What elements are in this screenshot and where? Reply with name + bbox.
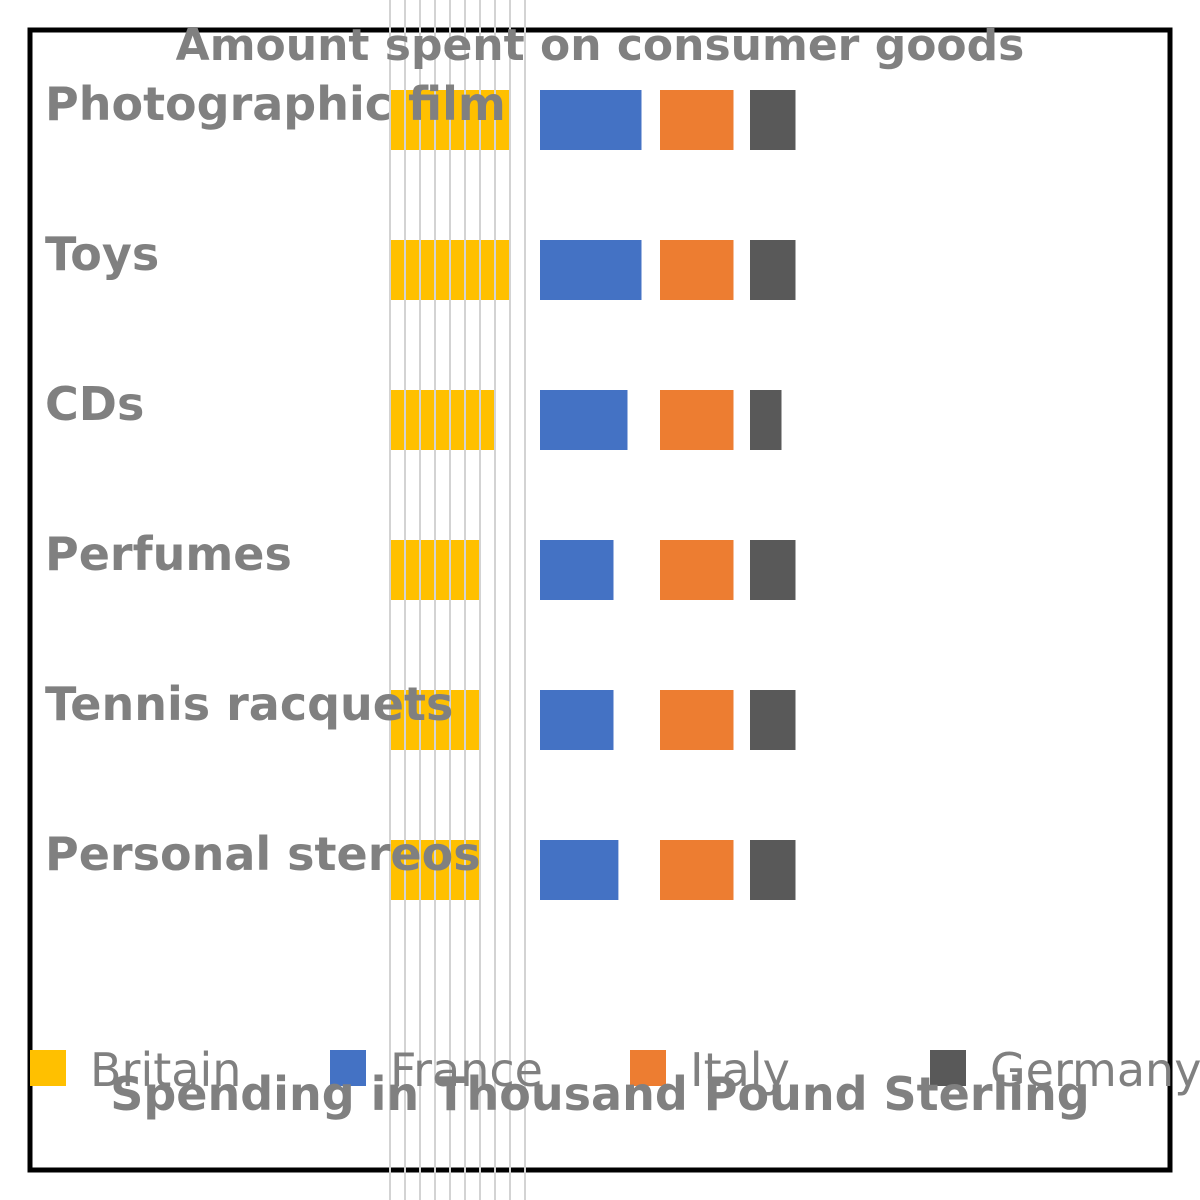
legend-swatch-france bbox=[330, 1050, 366, 1086]
bar-italy-5 bbox=[660, 690, 734, 750]
bar-italy-2 bbox=[660, 240, 734, 300]
category-label: CDs bbox=[45, 377, 144, 431]
gridlines bbox=[389, 0, 526, 1200]
legend: Britain France Italy Germany bbox=[30, 1043, 1200, 1097]
category-labels: Photographic film Toys CDs Perfumes Tennis r… bbox=[45, 77, 506, 881]
x-axis-label: Spending in Thousand Pound Sterling bbox=[110, 1067, 1089, 1121]
bar-italy-4 bbox=[660, 540, 734, 600]
category-label: Tennis racquets bbox=[45, 677, 453, 731]
bar-italy-6 bbox=[660, 840, 734, 900]
bar-britain-3 bbox=[390, 390, 495, 450]
bar-italy-3 bbox=[660, 390, 734, 450]
legend-label-germany: Germany bbox=[990, 1043, 1200, 1097]
category-label: Photographic film bbox=[45, 77, 506, 131]
legend-label-britain: Britain bbox=[90, 1043, 241, 1097]
category-label: Toys bbox=[45, 227, 159, 281]
bar-germany-1 bbox=[750, 90, 796, 150]
legend-label-france: France bbox=[390, 1043, 543, 1097]
bar-italy-1 bbox=[660, 90, 734, 150]
bar-france-2 bbox=[540, 240, 642, 300]
bar-france-4 bbox=[540, 540, 614, 600]
bar-germany-5 bbox=[750, 690, 796, 750]
bar-germany-3 bbox=[750, 390, 782, 450]
legend-label-italy: Italy bbox=[690, 1043, 790, 1097]
category-label: Perfumes bbox=[45, 527, 292, 581]
bar-germany-6 bbox=[750, 840, 796, 900]
bar-france-5 bbox=[540, 690, 614, 750]
bar-germany-2 bbox=[750, 240, 796, 300]
bar-france-3 bbox=[540, 390, 628, 450]
chart-title: Amount spent on consumer goods bbox=[176, 20, 1025, 71]
category-label: Personal stereos bbox=[45, 827, 481, 881]
bar-france-1 bbox=[540, 90, 642, 150]
legend-swatch-germany bbox=[930, 1050, 966, 1086]
bar-germany-4 bbox=[750, 540, 796, 600]
legend-swatch-britain bbox=[30, 1050, 66, 1086]
legend-swatch-italy bbox=[630, 1050, 666, 1086]
bar-france-6 bbox=[540, 840, 619, 900]
